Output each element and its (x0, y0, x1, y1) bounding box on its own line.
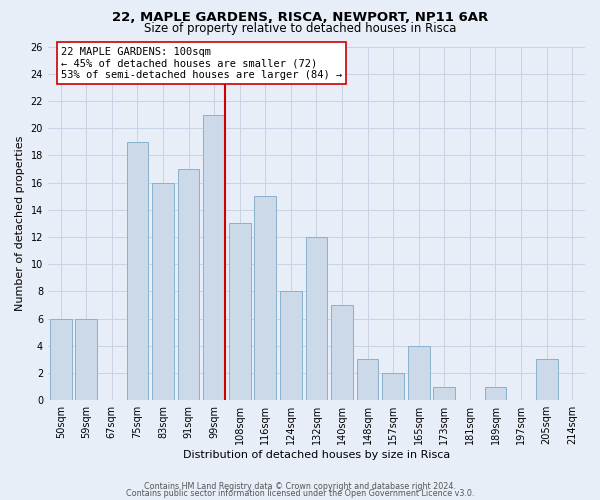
Bar (76, 318, 97, 400)
Bar (50, 318, 71, 400)
Bar (536, 360, 557, 400)
Bar (229, 224, 251, 400)
Bar (485, 386, 506, 400)
Bar (433, 386, 455, 400)
Bar (357, 360, 379, 400)
Bar (382, 373, 404, 400)
Bar (305, 237, 328, 400)
Text: Contains public sector information licensed under the Open Government Licence v3: Contains public sector information licen… (126, 490, 474, 498)
Bar (152, 182, 174, 400)
Bar (254, 196, 276, 400)
Y-axis label: Number of detached properties: Number of detached properties (15, 136, 25, 311)
Bar (178, 169, 199, 400)
Bar (331, 305, 353, 400)
Bar (280, 292, 302, 400)
X-axis label: Distribution of detached houses by size in Risca: Distribution of detached houses by size … (183, 450, 450, 460)
Bar (127, 142, 148, 400)
Bar (408, 346, 430, 400)
Bar (203, 114, 225, 400)
Text: 22, MAPLE GARDENS, RISCA, NEWPORT, NP11 6AR: 22, MAPLE GARDENS, RISCA, NEWPORT, NP11 … (112, 11, 488, 24)
Text: Size of property relative to detached houses in Risca: Size of property relative to detached ho… (144, 22, 456, 35)
Text: Contains HM Land Registry data © Crown copyright and database right 2024.: Contains HM Land Registry data © Crown c… (144, 482, 456, 491)
Text: 22 MAPLE GARDENS: 100sqm
← 45% of detached houses are smaller (72)
53% of semi-d: 22 MAPLE GARDENS: 100sqm ← 45% of detach… (61, 46, 342, 80)
